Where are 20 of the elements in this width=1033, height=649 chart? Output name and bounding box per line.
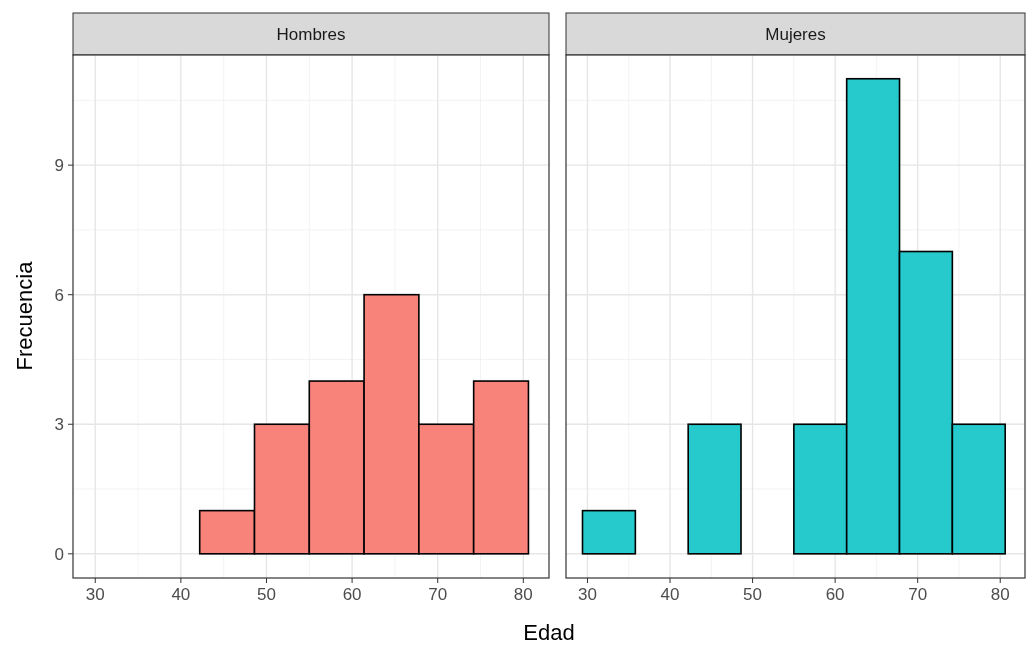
x-tick-label: 50: [257, 585, 276, 604]
x-tick-label: 60: [342, 585, 362, 604]
x-tick-label: 80: [990, 585, 1010, 604]
y-tick-label: 0: [54, 544, 64, 564]
x-tick-label: 40: [660, 585, 680, 604]
x-tick-label: 50: [743, 585, 763, 604]
chart-title: Hombres: [276, 25, 346, 44]
x-tick-label: 30: [578, 585, 597, 604]
x-tick-label: 60: [825, 585, 845, 604]
y-axis-title: Frecuencia: [12, 260, 37, 371]
y-tick-label: 9: [54, 156, 64, 176]
x-tick-label: 70: [908, 585, 928, 604]
y-tick-label: 6: [54, 285, 64, 305]
x-axis-title: Edad: [523, 620, 575, 645]
y-tick-label: 3: [54, 415, 64, 435]
x-tick-label: 40: [171, 585, 191, 604]
x-tick-label: 80: [513, 585, 533, 604]
x-tick-label: 70: [428, 585, 448, 604]
x-tick-label: 30: [85, 585, 105, 604]
chart-title: Mujeres: [765, 25, 826, 44]
